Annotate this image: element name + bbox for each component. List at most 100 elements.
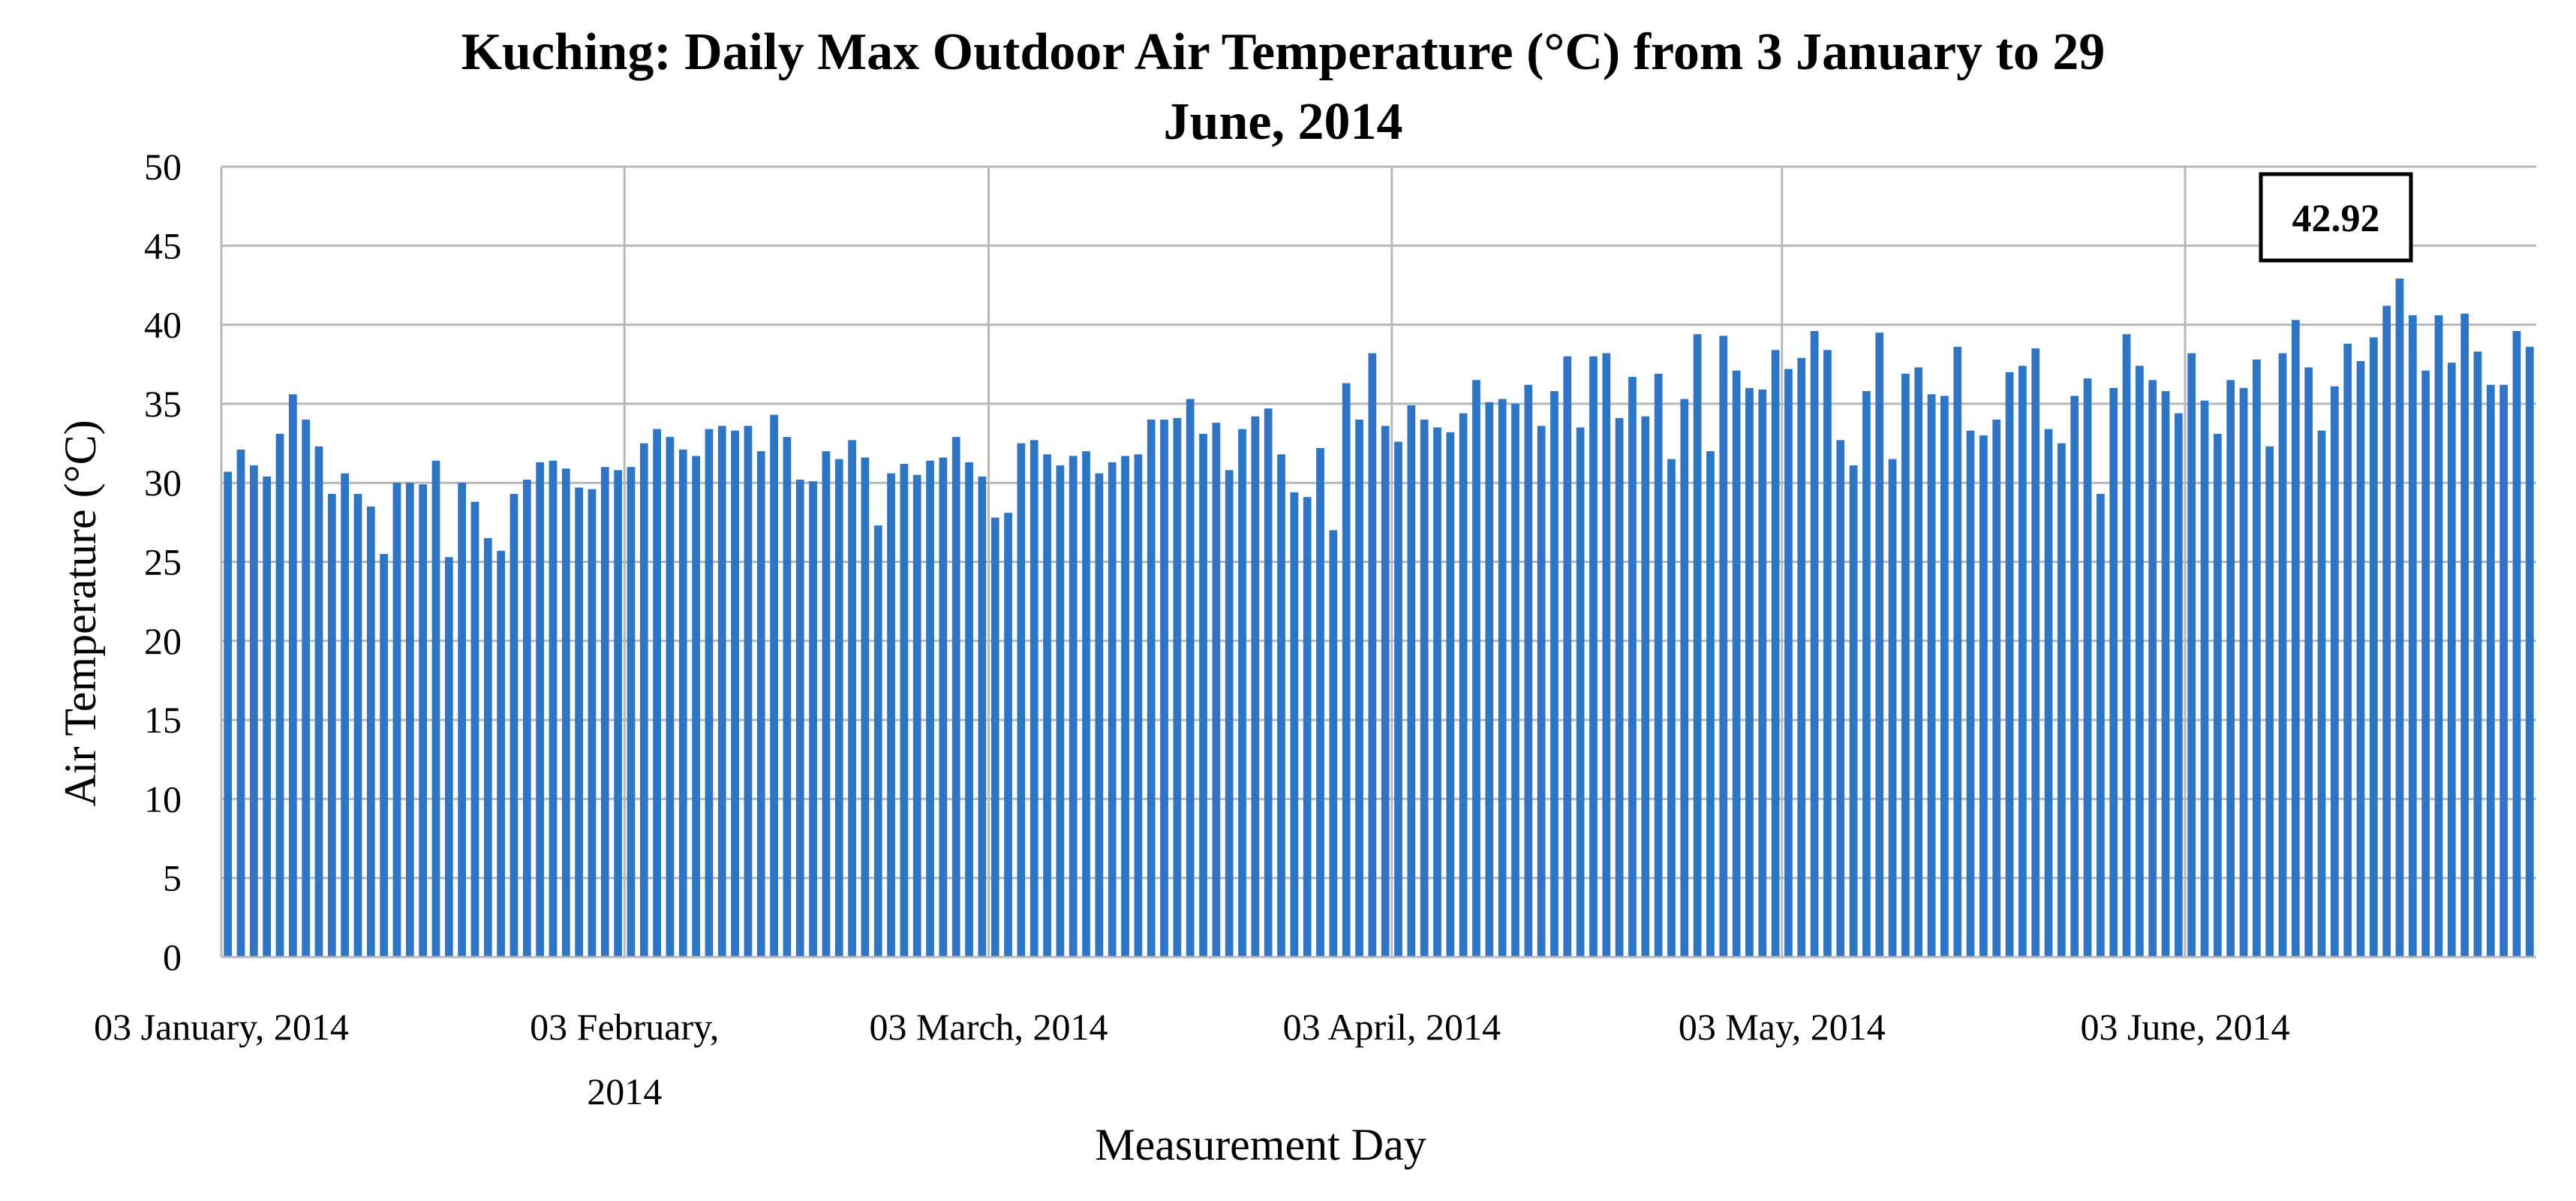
bar: [2161, 391, 2170, 957]
bar: [965, 462, 973, 957]
bar: [549, 460, 558, 957]
bar: [1628, 377, 1637, 958]
y-tick-label: 0: [163, 936, 182, 978]
bar: [1433, 427, 1441, 957]
bar: [1368, 353, 1377, 957]
bar: [1550, 391, 1559, 957]
bar: [1797, 357, 1806, 958]
x-tick-label: 03 April, 2014: [1283, 1006, 1501, 1048]
bar: [795, 479, 804, 957]
bar: [1576, 427, 1585, 957]
bar: [1745, 387, 1754, 957]
bar: [1459, 413, 1468, 957]
bar: [1589, 356, 1598, 958]
bar: [1966, 430, 1975, 957]
bar: [678, 449, 687, 957]
bar: [1277, 454, 1285, 957]
bar: [1420, 419, 1429, 957]
bar: [575, 487, 583, 957]
y-tick-labels: 0 5 10 15 20 25 30 35 40 45 50: [144, 146, 182, 978]
bar: [1914, 367, 1923, 958]
bar: [744, 426, 753, 957]
bar: [1225, 470, 1234, 957]
bar: [1862, 391, 1871, 957]
bar: [1173, 417, 1182, 957]
bar: [380, 553, 389, 957]
bar: [1212, 423, 1221, 957]
bar: [2421, 370, 2430, 957]
bar: [2031, 348, 2040, 957]
bar: [1134, 454, 1143, 957]
bar: [1888, 459, 1897, 957]
bar: [366, 506, 375, 957]
bar: [2369, 337, 2378, 957]
y-axis-label: Air Temperature (°C): [56, 420, 105, 806]
bar: [731, 430, 739, 957]
bar: [1329, 530, 1338, 957]
bar: [405, 483, 414, 957]
bar: [497, 550, 505, 957]
bar: [2356, 361, 2365, 957]
bar: [2239, 387, 2248, 957]
bar: [809, 481, 817, 957]
bar: [561, 468, 570, 957]
bar: [1342, 383, 1351, 957]
bar: [1732, 370, 1741, 957]
x-tick-label: 2014: [587, 1070, 662, 1112]
bar: [1615, 417, 1624, 957]
bar: [2330, 386, 2339, 957]
bar: [392, 483, 401, 957]
bar: [431, 460, 440, 957]
bar: [951, 437, 960, 957]
bar: [1901, 373, 1910, 957]
x-tick-label: 03 February,: [530, 1006, 719, 1048]
bar: [1303, 497, 1312, 957]
bar: [224, 471, 233, 957]
bar: [1979, 435, 1988, 957]
callout-value: 42.92: [2292, 197, 2380, 240]
bar: [717, 426, 726, 957]
bar: [939, 457, 948, 957]
bar: [2044, 429, 2053, 957]
bar: [2097, 493, 2105, 957]
bar: [1147, 419, 1156, 957]
bar: [2214, 433, 2222, 957]
bar: [2253, 359, 2261, 957]
bar: [1810, 331, 1819, 957]
bar: [1940, 396, 1949, 957]
bar: [627, 467, 636, 957]
bar: [1121, 456, 1129, 957]
bar: [2434, 315, 2443, 958]
y-tick-label: 5: [163, 857, 182, 899]
bar: [756, 451, 765, 957]
bar: [848, 440, 856, 957]
bar: [1186, 399, 1195, 957]
bar: [639, 443, 648, 957]
bar: [1407, 405, 1416, 957]
bar: [1238, 429, 1246, 957]
bar: [653, 429, 661, 957]
y-tick-label: 50: [144, 146, 182, 188]
bar: [1355, 419, 1363, 957]
bar: [1706, 451, 1715, 957]
bar: [2486, 384, 2495, 957]
bar: [1602, 353, 1611, 957]
bar: [2265, 446, 2274, 957]
max-value-callout: 42.92: [2259, 172, 2413, 263]
bar: [2083, 378, 2092, 957]
bar: [1680, 399, 1689, 957]
chart-title-line-1: Kuching: Daily Max Outdoor Air Temperatu…: [461, 23, 2106, 81]
bar: [588, 489, 597, 957]
bar: [822, 451, 831, 957]
bar: [1498, 399, 1507, 957]
bar: [2200, 400, 2209, 957]
bar: [2525, 347, 2534, 958]
y-tick-label: 30: [144, 462, 182, 504]
bar: [1511, 403, 1519, 957]
bar: [2057, 443, 2066, 957]
bar: [1029, 440, 1039, 957]
bar: [483, 537, 492, 957]
bar: [2317, 430, 2326, 957]
bar: [1056, 465, 1065, 957]
